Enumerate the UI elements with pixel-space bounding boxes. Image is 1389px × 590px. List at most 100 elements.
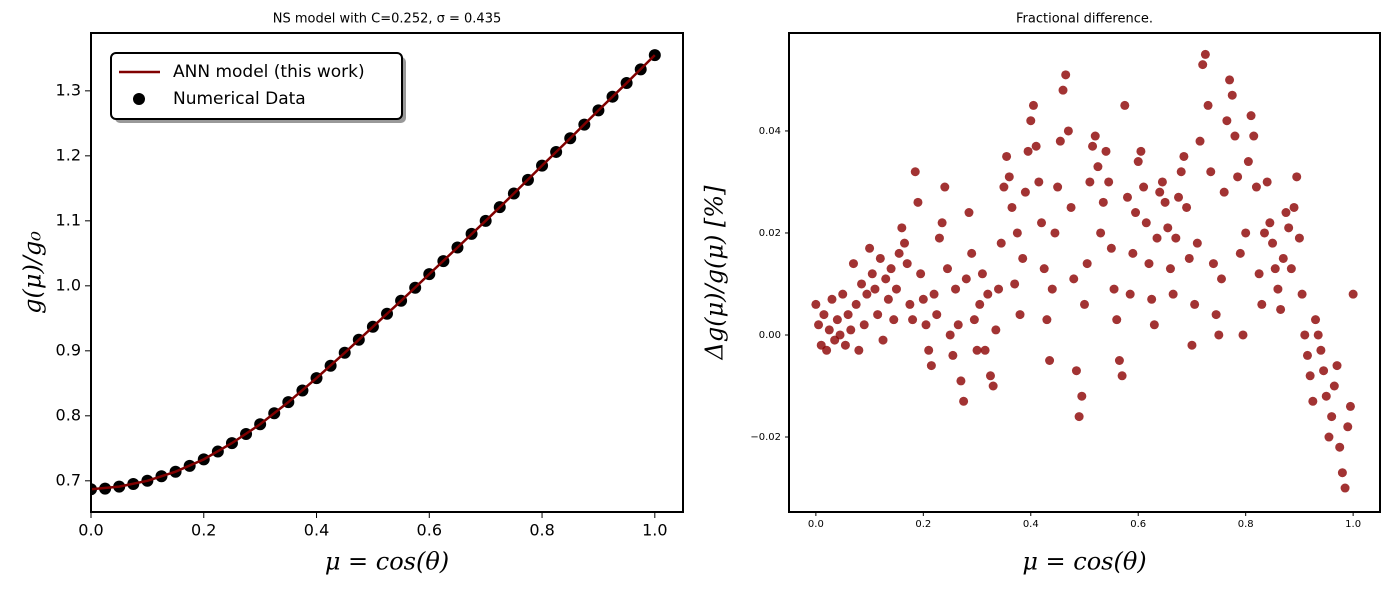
- legend-label: Numerical Data: [173, 89, 306, 109]
- point: [1278, 253, 1288, 263]
- point: [827, 294, 837, 304]
- point: [921, 320, 931, 330]
- point: [1206, 167, 1216, 177]
- point: [1332, 361, 1342, 371]
- point: [832, 315, 842, 325]
- point: [1311, 315, 1321, 325]
- y-tick-label: 0.8: [56, 405, 81, 424]
- point: [1007, 202, 1017, 212]
- point: [988, 381, 998, 391]
- point: [1061, 70, 1071, 80]
- x-axis-label: μ = cos(θ): [325, 548, 449, 576]
- point: [1112, 315, 1122, 325]
- point: [1077, 391, 1087, 401]
- point: [999, 182, 1009, 192]
- point: [1080, 299, 1089, 309]
- point: [1010, 279, 1020, 289]
- point: [891, 284, 901, 294]
- point: [873, 310, 883, 320]
- point: [854, 345, 864, 355]
- point: [848, 259, 858, 269]
- point: [1222, 116, 1232, 126]
- point: [1294, 233, 1304, 243]
- point: [1254, 269, 1264, 279]
- y-tick-label: 0.04: [759, 126, 781, 137]
- point: [951, 284, 961, 294]
- y-tick-label: 0.02: [759, 228, 781, 239]
- axes-frame: [90, 32, 684, 513]
- point: [1034, 177, 1044, 187]
- point: [1071, 366, 1081, 376]
- point: [1120, 100, 1130, 110]
- point: [1327, 412, 1337, 422]
- point: [1262, 177, 1272, 187]
- point: [1230, 131, 1240, 141]
- point: [1026, 116, 1036, 126]
- x-tick-label: 1.0: [642, 520, 667, 539]
- point: [1268, 238, 1278, 248]
- point: [1292, 172, 1302, 182]
- point: [937, 218, 947, 228]
- point: [878, 335, 888, 345]
- point: [824, 325, 834, 335]
- y-tick-label: 1.0: [56, 275, 81, 294]
- point: [1329, 381, 1339, 391]
- point: [822, 345, 832, 355]
- point: [1238, 330, 1248, 340]
- x-tick-label: 1.0: [1345, 519, 1361, 530]
- point: [1020, 187, 1030, 197]
- point: [870, 284, 880, 294]
- point: [1157, 177, 1167, 187]
- point: [953, 320, 963, 330]
- point: [1286, 264, 1296, 274]
- x-tick-label: 0.0: [808, 519, 824, 530]
- point: [983, 289, 993, 299]
- point: [1337, 468, 1347, 478]
- point: [956, 376, 966, 386]
- point: [1316, 345, 1326, 355]
- point: [961, 274, 971, 284]
- point: [1324, 432, 1334, 442]
- point: [934, 233, 944, 243]
- point: [840, 340, 850, 350]
- point: [1297, 289, 1307, 299]
- point: [1023, 146, 1033, 156]
- point: [1251, 182, 1261, 192]
- point: [865, 243, 875, 253]
- point: [1227, 90, 1237, 100]
- point: [1015, 310, 1025, 320]
- point: [1114, 355, 1124, 365]
- point: [1133, 157, 1143, 167]
- point: [1082, 259, 1092, 269]
- point: [851, 299, 861, 309]
- point: [1321, 391, 1331, 401]
- point: [1217, 274, 1227, 284]
- x-tick-label: 0.0: [78, 520, 103, 539]
- point: [975, 299, 985, 309]
- point: [1308, 396, 1318, 406]
- x-tick-label: 0.6: [417, 520, 442, 539]
- point: [1055, 136, 1065, 146]
- point: [967, 248, 977, 258]
- point: [1200, 49, 1210, 59]
- point: [1122, 192, 1132, 202]
- x-tick-label: 0.2: [191, 520, 216, 539]
- x-tick-label: 0.4: [304, 520, 329, 539]
- point: [1160, 197, 1170, 207]
- point: [859, 320, 869, 330]
- line: [91, 54, 656, 491]
- point: [1305, 371, 1315, 381]
- point: [910, 167, 920, 177]
- point: [1128, 248, 1138, 258]
- point: [1037, 218, 1047, 228]
- point: [1233, 172, 1243, 182]
- point: [929, 289, 939, 299]
- point: [1136, 146, 1146, 156]
- point: [875, 253, 885, 263]
- point: [835, 330, 845, 340]
- point: [1058, 85, 1068, 95]
- chart-title: NS model with C=0.252, σ = 0.435: [273, 12, 502, 27]
- point: [948, 350, 958, 360]
- point: [1004, 172, 1014, 182]
